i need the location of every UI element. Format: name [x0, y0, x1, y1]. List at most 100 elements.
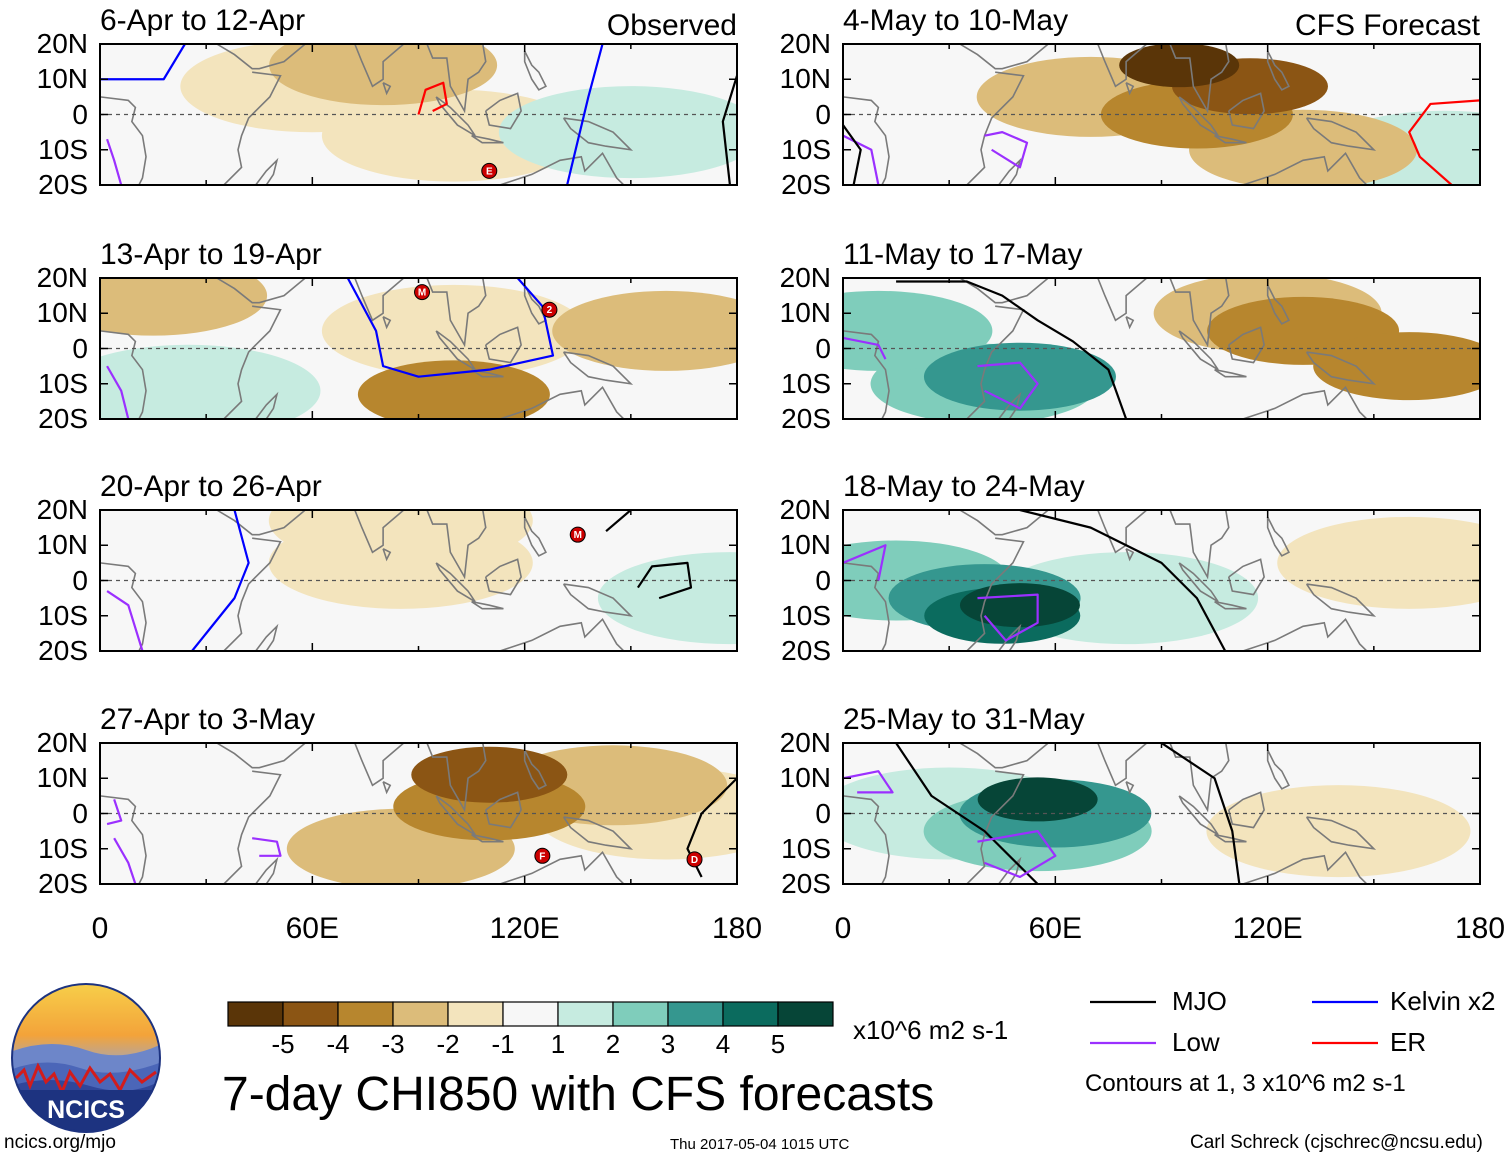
coastline — [100, 562, 147, 651]
y-tick-label: 20N — [36, 727, 88, 758]
coastline — [1305, 583, 1377, 617]
y-tick-label: 10N — [36, 297, 88, 329]
coastline — [1169, 743, 1230, 813]
y-tick-label: 20N — [36, 28, 88, 59]
x-tick-label: 0 — [91, 912, 109, 945]
y-tick-label: 0 — [72, 332, 88, 364]
y-tick-label: 0 — [72, 98, 88, 130]
y-tick-label: 20N — [36, 494, 88, 525]
coastline — [100, 96, 147, 185]
contours — [843, 743, 1241, 884]
x-tick-label: 120E — [1232, 912, 1303, 945]
coastline — [426, 510, 487, 580]
coastline — [353, 510, 405, 554]
contours — [843, 510, 1227, 651]
y-tick-label: 10N — [36, 529, 88, 561]
coastline — [499, 385, 625, 419]
y-tick-label: 10N — [36, 762, 88, 794]
contour-low — [977, 830, 1057, 879]
coastline — [562, 117, 634, 151]
y-tick-label: 20S — [38, 868, 88, 899]
panel-6 — [842, 277, 1481, 420]
coastline — [1125, 82, 1135, 96]
y-tick-label: 10S — [38, 133, 88, 165]
coastline — [484, 791, 522, 829]
coastline — [959, 278, 1049, 304]
coastline — [998, 623, 1022, 651]
coastline — [471, 134, 504, 144]
colorbar-swatch — [667, 1001, 724, 1027]
anomaly-field — [976, 44, 1480, 185]
coastline — [1169, 510, 1230, 580]
y-tick-label: 20S — [38, 635, 88, 666]
coastline — [1125, 781, 1135, 795]
contour-mjo — [721, 75, 737, 185]
colorbar-swatch — [392, 1001, 449, 1027]
anomaly-blob — [1206, 785, 1471, 878]
y-tick-label: 20S — [781, 635, 831, 666]
storm-marker: D — [686, 851, 703, 868]
panel-7 — [842, 509, 1481, 652]
contour-low — [843, 336, 887, 360]
coastline — [471, 368, 504, 378]
author-credit: Carl Schreck (cjschrec@ncsu.edu) — [1190, 1132, 1483, 1153]
contour-low — [113, 837, 137, 884]
colorbar-swatch — [612, 1001, 669, 1027]
anomaly-blob — [552, 290, 737, 371]
anomaly-field — [268, 510, 737, 645]
coastline — [1096, 510, 1148, 554]
coastline — [216, 510, 306, 536]
storm-label: M — [418, 288, 426, 299]
coastline — [1266, 284, 1290, 325]
contour-low — [106, 590, 144, 651]
x-tick-label: 60E — [285, 912, 340, 945]
coastline — [843, 96, 890, 185]
panel-2: M2 — [99, 277, 738, 420]
coastline — [1096, 44, 1148, 88]
coastline — [1305, 351, 1377, 385]
contour-kelvin-x2 — [191, 510, 250, 651]
coastlines — [100, 278, 634, 419]
coastline — [1242, 151, 1368, 185]
coastline — [216, 743, 306, 769]
coastline — [1242, 850, 1368, 884]
coastline — [1305, 117, 1377, 151]
coastlines — [843, 743, 1377, 884]
storm-marker: 2 — [541, 301, 558, 318]
colorbar-swatch — [502, 1001, 559, 1027]
site-url[interactable]: ncics.org/mjo — [4, 1132, 116, 1153]
colorbar-tick-label: 4 — [715, 1029, 731, 1059]
coastline — [426, 44, 487, 114]
colorbar-swatch — [282, 1001, 339, 1027]
coastline — [998, 856, 1022, 884]
y-tick-label: 20N — [779, 28, 831, 59]
coastline — [1227, 791, 1265, 829]
x-tick-label: 0 — [834, 912, 852, 945]
coastline — [966, 71, 1025, 185]
x-tick-label: 120E — [489, 912, 560, 945]
coastlines — [100, 44, 634, 185]
coastline — [843, 562, 890, 651]
y-tick-label: 10N — [779, 762, 831, 794]
y-tick-label: 10S — [38, 367, 88, 399]
coastline — [959, 510, 1049, 536]
y-tick-label: 0 — [815, 98, 831, 130]
contour-low — [106, 138, 123, 185]
coastline — [966, 537, 1025, 651]
y-tick-label: 10S — [38, 599, 88, 631]
coastline — [998, 391, 1022, 419]
storm-label: M — [574, 530, 582, 541]
y-tick-label: 10N — [779, 529, 831, 561]
colorbar-swatch — [722, 1001, 779, 1027]
coastline — [562, 816, 634, 850]
coastline — [998, 157, 1022, 185]
storm-marker: F — [534, 847, 551, 864]
coastlines — [100, 510, 634, 651]
coastline — [216, 44, 306, 70]
contour-note: Contours at 1, 3 x10^6 m2 s-1 — [1085, 1070, 1406, 1097]
panel-tag: Observed — [606, 9, 737, 42]
anomaly-blob — [923, 342, 1116, 411]
panel-title: 4-May to 10-May — [843, 4, 1069, 37]
colorbar-tick-label: -4 — [326, 1029, 350, 1059]
